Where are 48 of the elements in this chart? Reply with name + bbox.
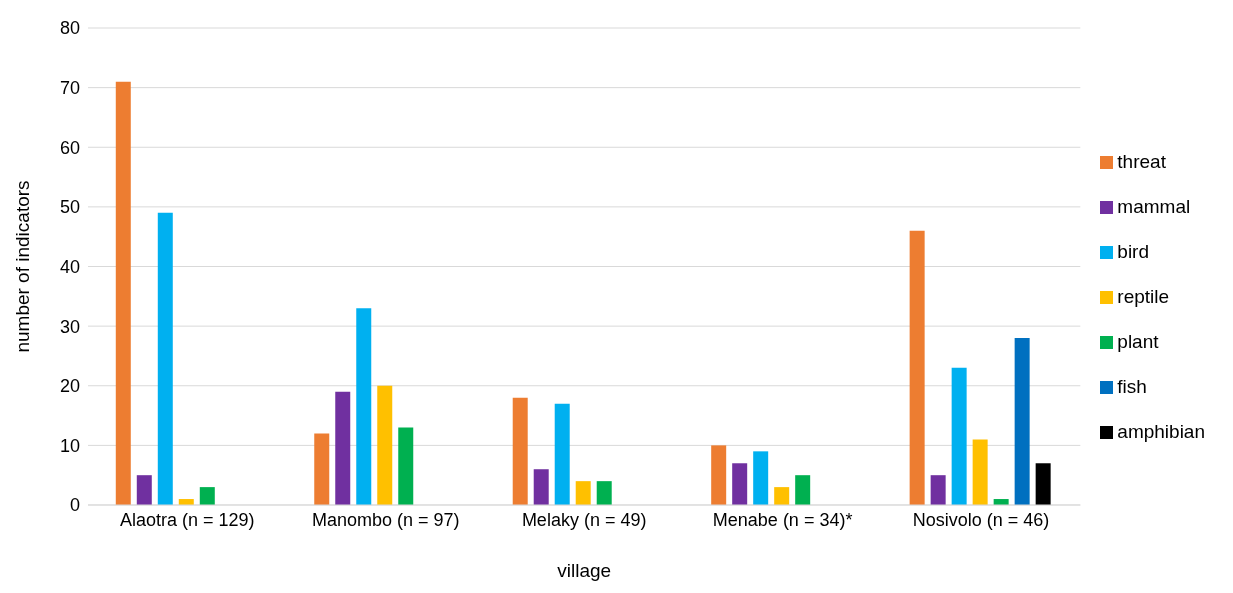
y-tick-label: 50 [59, 197, 80, 218]
bar [596, 481, 612, 505]
bar [554, 403, 570, 505]
bar [909, 230, 925, 505]
bar [199, 487, 215, 505]
legend-label: plant [1117, 331, 1159, 352]
bar [533, 469, 549, 505]
bar [398, 427, 414, 505]
y-tick-label: 20 [59, 376, 80, 397]
bar [1014, 338, 1030, 505]
legend-label: fish [1117, 376, 1147, 397]
y-axis-title: number of indicators [11, 180, 33, 353]
legend-label: mammal [1117, 196, 1191, 217]
bar [157, 212, 173, 505]
bar [732, 463, 748, 505]
y-tick-label: 80 [59, 18, 80, 39]
bar [951, 367, 967, 505]
bar [711, 445, 727, 505]
x-tick-label: Nosivolo (n = 46) [912, 509, 1050, 530]
bar [356, 308, 372, 505]
bar [753, 451, 769, 505]
y-tick-label: 40 [59, 256, 80, 277]
legend-label: amphibian [1117, 421, 1205, 442]
bar [774, 487, 790, 505]
x-axis-title: village [557, 560, 612, 581]
y-tick-label: 30 [59, 316, 80, 337]
bar [795, 475, 811, 505]
x-tick-label: Manombo (n = 97) [311, 509, 460, 530]
bar [377, 385, 393, 505]
y-tick-label: 60 [59, 137, 80, 158]
x-tick-label: Melaky (n = 49) [521, 509, 647, 530]
bar [314, 433, 330, 505]
legend-label: threat [1117, 151, 1166, 172]
bar [575, 481, 591, 505]
legend-label: bird [1117, 241, 1150, 262]
y-tick-label: 0 [69, 495, 80, 516]
bar [930, 475, 946, 505]
legend-label: reptile [1117, 286, 1170, 307]
y-tick-label: 10 [59, 435, 80, 456]
bar [115, 81, 131, 505]
bar [972, 439, 988, 505]
bar [136, 475, 152, 505]
bar [1035, 463, 1051, 505]
bar [512, 397, 528, 505]
bar [335, 391, 351, 505]
y-tick-label: 70 [59, 78, 80, 99]
x-tick-label: Alaotra (n = 129) [119, 509, 255, 530]
x-tick-label: Menabe (n = 34)* [712, 509, 853, 530]
